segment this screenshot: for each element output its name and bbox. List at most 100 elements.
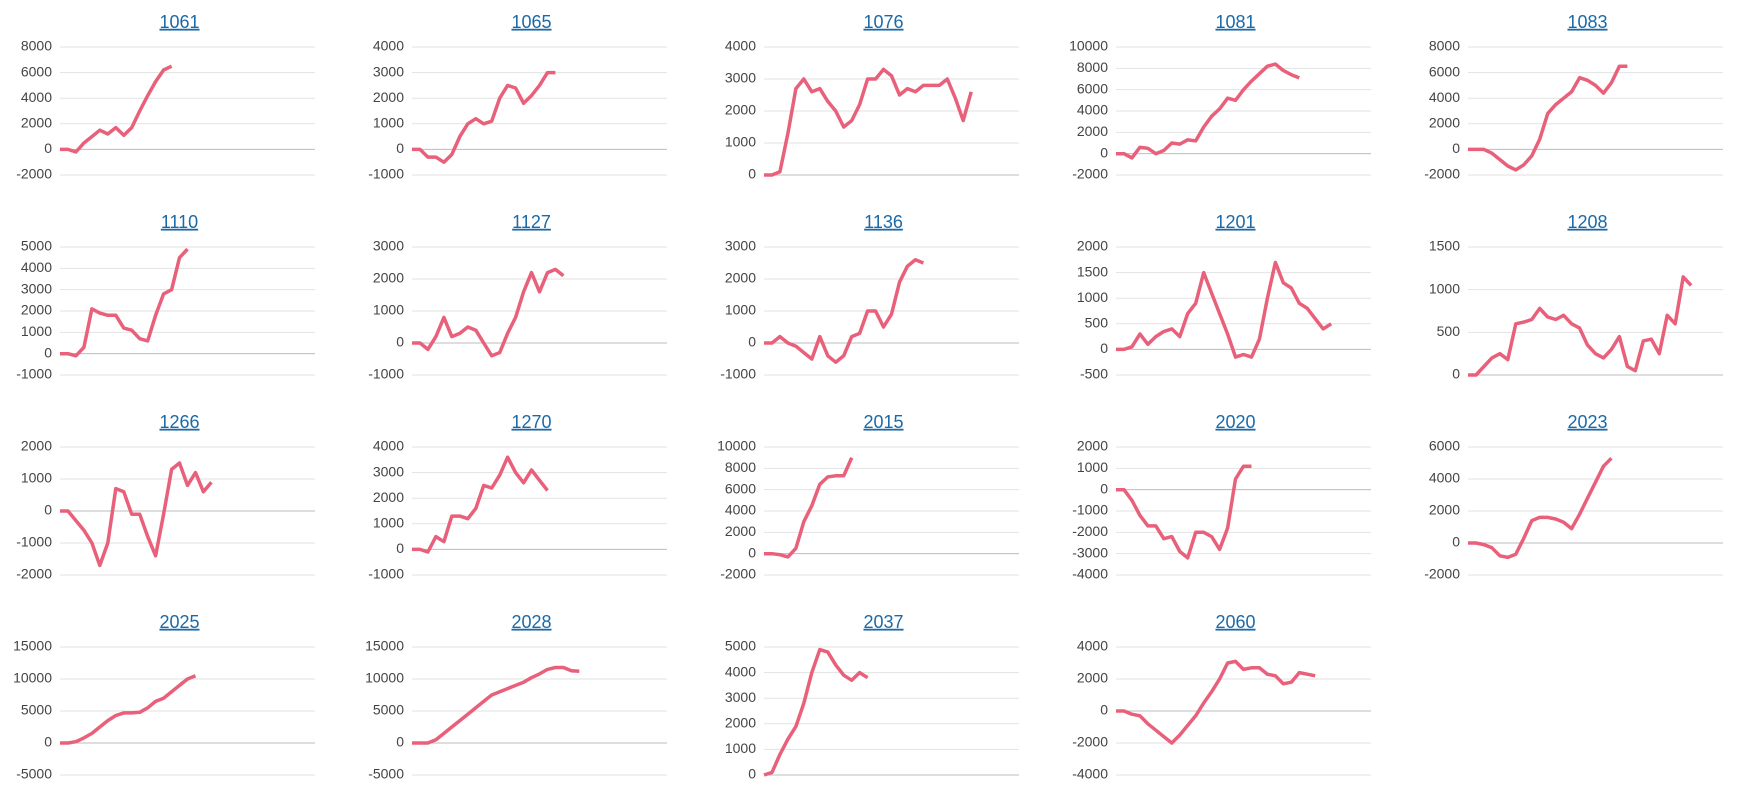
y-tick-label: -2000	[720, 566, 756, 582]
chart-title[interactable]: 1061	[159, 12, 199, 32]
y-tick-label: 2000	[1077, 238, 1108, 254]
y-tick-label: -1000	[368, 166, 404, 182]
chart-title[interactable]: 1136	[864, 212, 903, 232]
y-tick-label: 2000	[725, 523, 756, 539]
y-tick-label: 10000	[717, 438, 756, 454]
y-tick-label: 0	[44, 140, 52, 156]
y-tick-label: 1000	[725, 134, 756, 150]
y-tick-label: -1000	[16, 534, 52, 550]
y-tick-label: 2000	[373, 489, 404, 505]
y-tick-label: -2000	[1072, 734, 1108, 750]
data-line	[1116, 659, 1316, 745]
data-line	[412, 665, 580, 745]
y-tick-label: 1500	[1429, 238, 1460, 254]
chart-title[interactable]: 2020	[1215, 412, 1255, 432]
chart-title[interactable]: 1110	[161, 212, 198, 232]
y-tick-label: 8000	[1077, 59, 1108, 75]
y-tick-label: 3000	[725, 70, 756, 86]
chart-title[interactable]: 2023	[1567, 412, 1607, 432]
chart-title[interactable]: 2025	[159, 612, 199, 632]
y-tick-label: 0	[1100, 480, 1108, 496]
chart-title[interactable]: 1266	[159, 412, 199, 432]
data-line	[1116, 464, 1252, 560]
chart-title[interactable]: 2060	[1215, 612, 1255, 632]
y-tick-label: 0	[748, 544, 756, 560]
y-tick-label: -1000	[368, 566, 404, 582]
y-tick-label: -4000	[1072, 766, 1108, 782]
y-tick-label: 500	[1437, 323, 1461, 339]
data-line	[412, 267, 565, 358]
y-tick-label: 1000	[1429, 280, 1460, 296]
y-tick-label: 10000	[365, 670, 404, 686]
chart-title[interactable]: 1076	[863, 12, 903, 32]
y-tick-label: 2000	[373, 270, 404, 286]
y-tick-label: 8000	[1429, 38, 1460, 54]
data-line	[1468, 275, 1693, 377]
y-tick-label: 15000	[365, 638, 404, 654]
y-tick-label: 0	[1452, 534, 1460, 550]
y-tick-label: -5000	[368, 766, 404, 782]
y-tick-label: 4000	[373, 38, 404, 54]
y-tick-label: 15000	[13, 638, 52, 654]
y-tick-label: 1000	[373, 302, 404, 318]
chart-title[interactable]: 1127	[512, 212, 551, 232]
data-line	[60, 247, 189, 358]
y-tick-label: 6000	[21, 63, 52, 79]
chart-title[interactable]: 1083	[1567, 12, 1607, 32]
y-tick-label: -5000	[16, 766, 52, 782]
data-line	[1116, 260, 1333, 359]
data-line	[764, 456, 854, 559]
y-tick-label: 4000	[725, 38, 756, 54]
y-tick-label: 4000	[21, 259, 52, 275]
y-tick-label: 0	[396, 334, 404, 350]
y-tick-label: 10000	[13, 670, 52, 686]
y-tick-label: 3000	[21, 280, 52, 296]
y-tick-label: -2000	[1072, 523, 1108, 539]
chart-title[interactable]: 2037	[863, 612, 903, 632]
y-tick-label: 0	[748, 334, 756, 350]
y-tick-label: 2000	[1429, 502, 1460, 518]
chart-title[interactable]: 2028	[511, 612, 551, 632]
y-tick-label: 2000	[21, 438, 52, 454]
y-tick-label: 8000	[21, 38, 52, 54]
y-tick-label: 6000	[1429, 63, 1460, 79]
y-tick-label: -2000	[1072, 166, 1108, 182]
y-tick-label: 4000	[373, 438, 404, 454]
y-tick-label: 0	[44, 502, 52, 518]
y-tick-label: 1000	[21, 323, 52, 339]
y-tick-label: 2000	[1077, 670, 1108, 686]
y-tick-label: 5000	[373, 702, 404, 718]
y-tick-label: 3000	[725, 689, 756, 705]
y-tick-label: 0	[396, 140, 404, 156]
y-tick-label: 1000	[725, 740, 756, 756]
y-tick-label: 1000	[373, 115, 404, 131]
y-tick-label: 1000	[373, 515, 404, 531]
y-tick-label: 5000	[21, 238, 52, 254]
y-tick-label: 0	[748, 766, 756, 782]
y-tick-label: 3000	[373, 463, 404, 479]
data-line	[1116, 62, 1300, 160]
y-tick-label: 5000	[725, 638, 756, 654]
data-line	[764, 258, 925, 364]
chart-title[interactable]: 1081	[1215, 12, 1255, 32]
y-tick-label: 4000	[21, 89, 52, 105]
data-line	[764, 67, 973, 177]
y-tick-label: 6000	[1429, 438, 1460, 454]
y-tick-label: -1000	[368, 366, 404, 382]
y-tick-label: 0	[1452, 366, 1460, 382]
y-tick-label: -3000	[1072, 544, 1108, 560]
y-tick-label: -4000	[1072, 566, 1108, 582]
y-tick-label: 0	[1100, 340, 1108, 356]
y-tick-label: -1000	[1072, 502, 1108, 518]
y-tick-label: 8000	[725, 459, 756, 475]
y-tick-label: 0	[1452, 140, 1460, 156]
y-tick-label: 4000	[725, 663, 756, 679]
chart-title[interactable]: 2015	[863, 412, 903, 432]
chart-title[interactable]: 1201	[1215, 212, 1255, 232]
chart-title[interactable]: 1270	[511, 412, 551, 432]
chart-title[interactable]: 1065	[511, 12, 551, 32]
chart-title[interactable]: 1208	[1567, 212, 1607, 232]
y-tick-label: 2000	[725, 102, 756, 118]
y-tick-label: 4000	[1429, 89, 1460, 105]
y-tick-label: 2000	[1429, 115, 1460, 131]
